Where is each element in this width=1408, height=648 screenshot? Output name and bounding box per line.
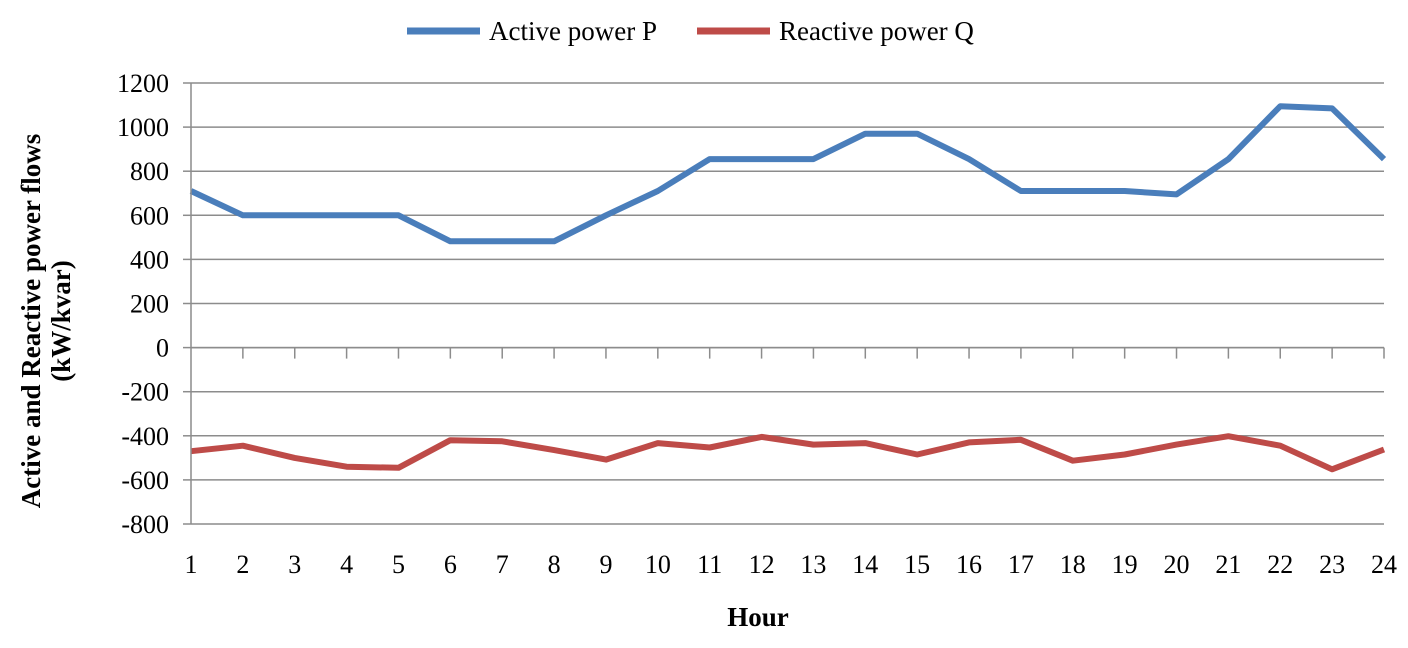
x-tick-label-24: 24 bbox=[1371, 550, 1397, 579]
x-tick-label-3: 3 bbox=[288, 550, 301, 579]
y-tick-label-1200: 1200 bbox=[117, 69, 169, 98]
x-tick-label-20: 20 bbox=[1164, 550, 1190, 579]
legend-label-active-power: Active power P bbox=[489, 16, 657, 46]
x-tick-label-1: 1 bbox=[185, 550, 198, 579]
x-tick-label-22: 22 bbox=[1267, 550, 1293, 579]
x-axis-title: Hour bbox=[727, 602, 789, 632]
series-lines bbox=[189, 103, 1387, 473]
x-tick-label-18: 18 bbox=[1060, 550, 1086, 579]
legend-label-reactive-power: Reactive power Q bbox=[779, 16, 974, 46]
x-tick-label-15: 15 bbox=[904, 550, 930, 579]
y-tick-label--800: -800 bbox=[121, 510, 169, 539]
x-tick-label-6: 6 bbox=[444, 550, 457, 579]
x-tick-label-13: 13 bbox=[800, 550, 826, 579]
series-line-active-power bbox=[189, 103, 1387, 245]
y-axis-title: Active and Reactive power flows (kW/kvar… bbox=[16, 134, 76, 508]
x-tick-label-7: 7 bbox=[496, 550, 509, 579]
x-tick-label-11: 11 bbox=[697, 550, 722, 579]
x-tick-label-8: 8 bbox=[548, 550, 561, 579]
x-tick-label-2: 2 bbox=[236, 550, 249, 579]
y-tick-labels: -800 -600 -400 -200 0 200 400 600 800 1000 1200 bbox=[117, 69, 169, 539]
y-tick-label-400: 400 bbox=[130, 245, 169, 274]
x-tick-label-19: 19 bbox=[1112, 550, 1138, 579]
x-tick-label-12: 12 bbox=[749, 550, 775, 579]
x-tick-label-4: 4 bbox=[340, 550, 353, 579]
y-tick-label--400: -400 bbox=[121, 422, 169, 451]
y-tick-label-800: 800 bbox=[130, 157, 169, 186]
x-tick-labels: 1 2 3 4 5 6 7 8 9 10 11 12 13 14 15 16 17 18 19 20 21 22 23 24 bbox=[185, 550, 1398, 579]
y-tick-label-1000: 1000 bbox=[117, 113, 169, 142]
series-line-reactive-power bbox=[190, 433, 1386, 473]
x-tick-label-14: 14 bbox=[852, 550, 878, 579]
y-tick-label--200: -200 bbox=[121, 378, 169, 407]
x-tick-label-9: 9 bbox=[599, 550, 612, 579]
x-tick-label-5: 5 bbox=[392, 550, 405, 579]
legend: Active power P Reactive power Q bbox=[407, 16, 974, 46]
x-tick-label-23: 23 bbox=[1319, 550, 1345, 579]
x-tick-label-10: 10 bbox=[645, 550, 671, 579]
x-tick-label-21: 21 bbox=[1215, 550, 1241, 579]
y-axis-title-line-2: (kW/kvar) bbox=[46, 260, 76, 382]
gridlines bbox=[191, 82, 1384, 525]
y-axis-title-line-1: Active and Reactive power flows bbox=[16, 134, 46, 508]
y-tick-label-600: 600 bbox=[130, 201, 169, 230]
x-tick-label-17: 17 bbox=[1008, 550, 1034, 579]
y-tick-label--600: -600 bbox=[121, 466, 169, 495]
y-tick-label-0: 0 bbox=[156, 334, 169, 363]
x-tick-label-16: 16 bbox=[956, 550, 982, 579]
axes bbox=[183, 82, 1385, 525]
y-tick-label-200: 200 bbox=[130, 290, 169, 319]
